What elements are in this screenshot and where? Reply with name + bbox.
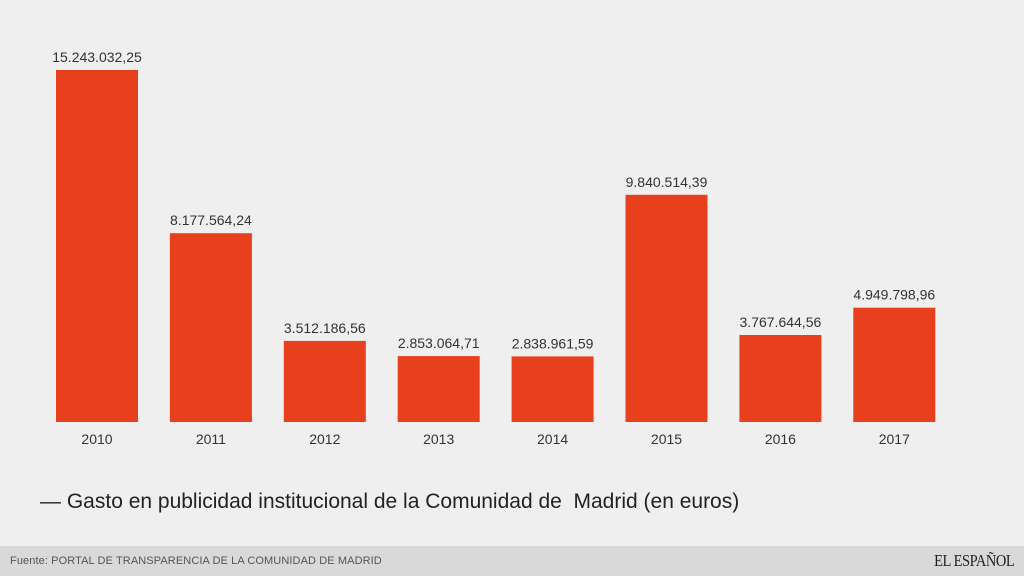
bars-layer [56, 70, 936, 422]
x-tick-label-2010: 2010 [81, 431, 112, 447]
x-tick-label-2016: 2016 [765, 431, 796, 447]
bar-2014 [511, 356, 594, 422]
x-tick-label-2017: 2017 [879, 431, 910, 447]
bar-2017 [853, 307, 936, 422]
legend-label: Gasto en publicidad institucional de la … [66, 490, 740, 513]
value-label-2010: 15.243.032,25 [52, 49, 142, 65]
source-prefix: Fuente: [10, 555, 49, 567]
x-tick-label-2013: 2013 [423, 431, 454, 447]
value-label-2011: 8.177.564,24 [170, 212, 252, 228]
bar-2015 [625, 194, 708, 422]
x-tick-label-2015: 2015 [651, 431, 682, 447]
source-note: Fuente: PORTAL DE TRANSPARENCIA DE LA CO… [10, 555, 382, 567]
bar-chart: 15.243.032,25 8.177.564,24 3.512.186,56 2.8… [52, 49, 936, 447]
x-tick-label-2011: 2011 [196, 431, 226, 447]
value-label-2016: 3.767.644,56 [740, 314, 822, 330]
x-tick-labels-layer: 2010 2011 2012 2013 2014 2015 2016 2017 [81, 431, 910, 447]
bar-2016 [739, 335, 822, 422]
value-labels-layer: 15.243.032,25 8.177.564,24 3.512.186,56 2.8… [52, 49, 935, 351]
bar-2010 [56, 70, 138, 422]
legend: — Gasto en publicidad institucional de l… [40, 490, 739, 514]
value-label-2015: 9.840.514,39 [626, 174, 708, 190]
bar-2012 [283, 340, 366, 422]
footer-bar: Fuente: PORTAL DE TRANSPARENCIA DE LA CO… [0, 546, 1024, 576]
bar-2011 [169, 233, 252, 422]
brand-logo: EL ESPAÑOL [933, 551, 1015, 570]
legend-marker: — [40, 490, 61, 513]
value-label-2017: 4.949.798,96 [853, 287, 935, 303]
x-tick-label-2012: 2012 [309, 431, 340, 447]
x-tick-label-2014: 2014 [537, 431, 568, 447]
source-text: PORTAL DE TRANSPARENCIA DE LA COMUNIDAD … [51, 555, 382, 567]
value-label-2013: 2.853.064,71 [398, 335, 480, 351]
value-label-2014: 2.838.961,59 [512, 335, 594, 351]
bar-2013 [397, 356, 480, 422]
value-label-2012: 3.512.186,56 [284, 320, 366, 336]
